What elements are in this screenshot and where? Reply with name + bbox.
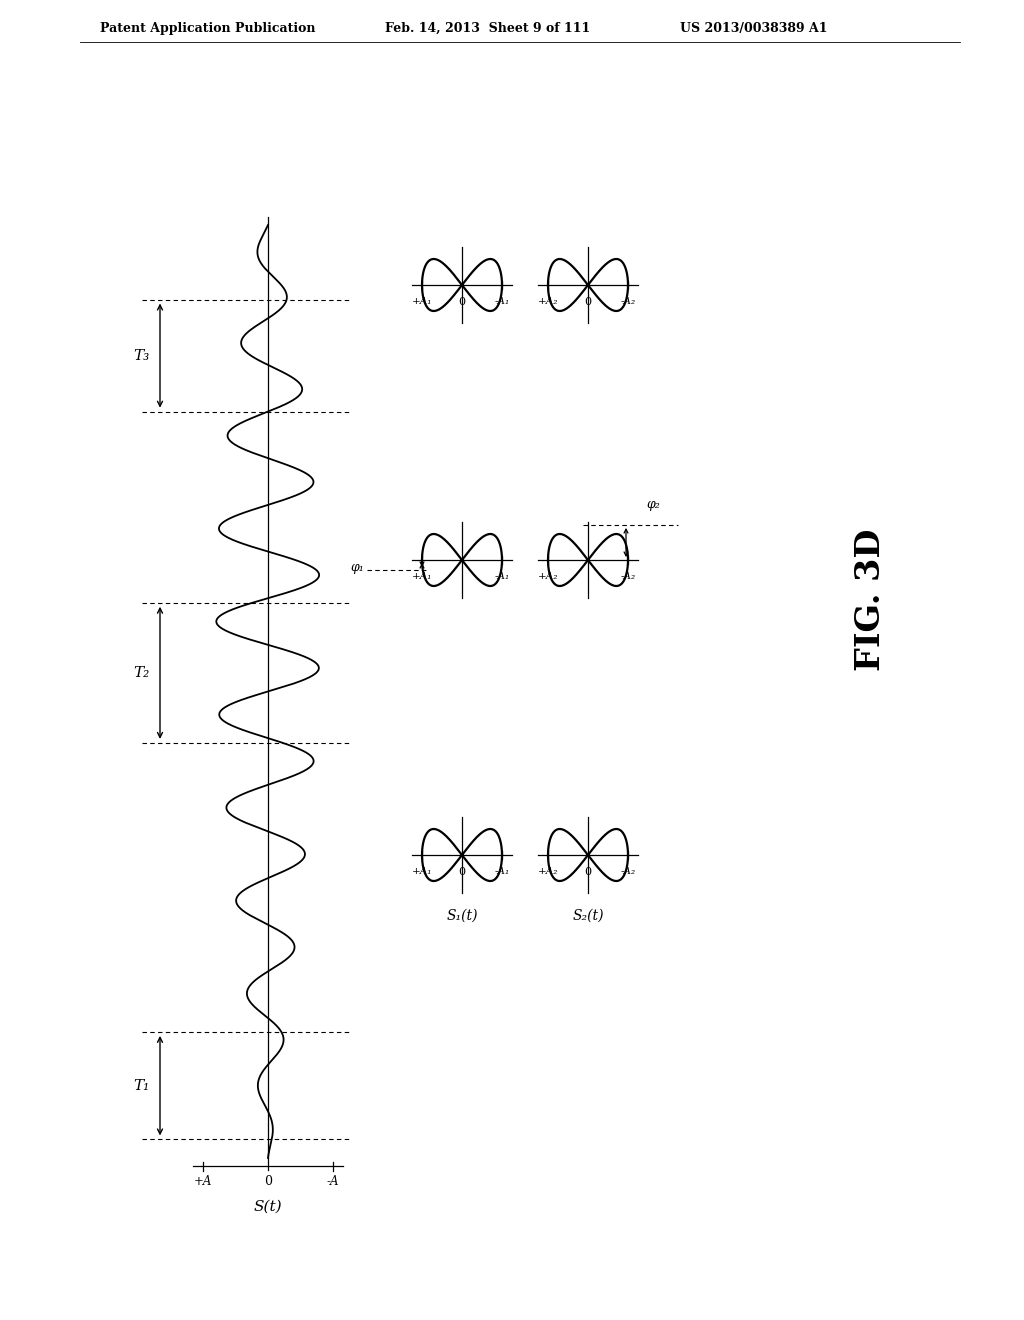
Text: +A₂: +A₂ <box>538 572 558 581</box>
Text: Patent Application Publication: Patent Application Publication <box>100 22 315 36</box>
Text: -A₂: -A₂ <box>621 572 636 581</box>
Text: +A₁: +A₁ <box>412 297 432 306</box>
Text: 0: 0 <box>459 867 466 876</box>
Text: 0: 0 <box>264 1175 272 1188</box>
Text: -A₁: -A₁ <box>495 572 510 581</box>
Text: -A₁: -A₁ <box>495 867 510 876</box>
Text: 0: 0 <box>459 297 466 308</box>
Text: +A₂: +A₂ <box>538 297 558 306</box>
Text: -A₁: -A₁ <box>495 297 510 306</box>
Text: -A₂: -A₂ <box>621 867 636 876</box>
Text: +A₁: +A₁ <box>412 572 432 581</box>
Text: -A: -A <box>327 1175 339 1188</box>
Text: +A: +A <box>194 1175 212 1188</box>
Text: Feb. 14, 2013  Sheet 9 of 111: Feb. 14, 2013 Sheet 9 of 111 <box>385 22 590 36</box>
Text: US 2013/0038389 A1: US 2013/0038389 A1 <box>680 22 827 36</box>
Text: S₁(t): S₁(t) <box>446 909 478 923</box>
Text: FIG. 3D: FIG. 3D <box>853 529 887 671</box>
Text: 0: 0 <box>585 867 592 876</box>
Text: +A₁: +A₁ <box>412 867 432 876</box>
Text: +A₂: +A₂ <box>538 867 558 876</box>
Text: T₁: T₁ <box>134 1078 150 1093</box>
Text: φ₂: φ₂ <box>646 498 659 511</box>
Text: T₃: T₃ <box>134 348 150 363</box>
Text: φ₁: φ₁ <box>350 561 364 574</box>
Text: S(t): S(t) <box>254 1200 283 1214</box>
Text: -A₂: -A₂ <box>621 297 636 306</box>
Text: S₂(t): S₂(t) <box>572 909 604 923</box>
Text: T₂: T₂ <box>134 665 150 680</box>
Text: 0: 0 <box>585 297 592 308</box>
